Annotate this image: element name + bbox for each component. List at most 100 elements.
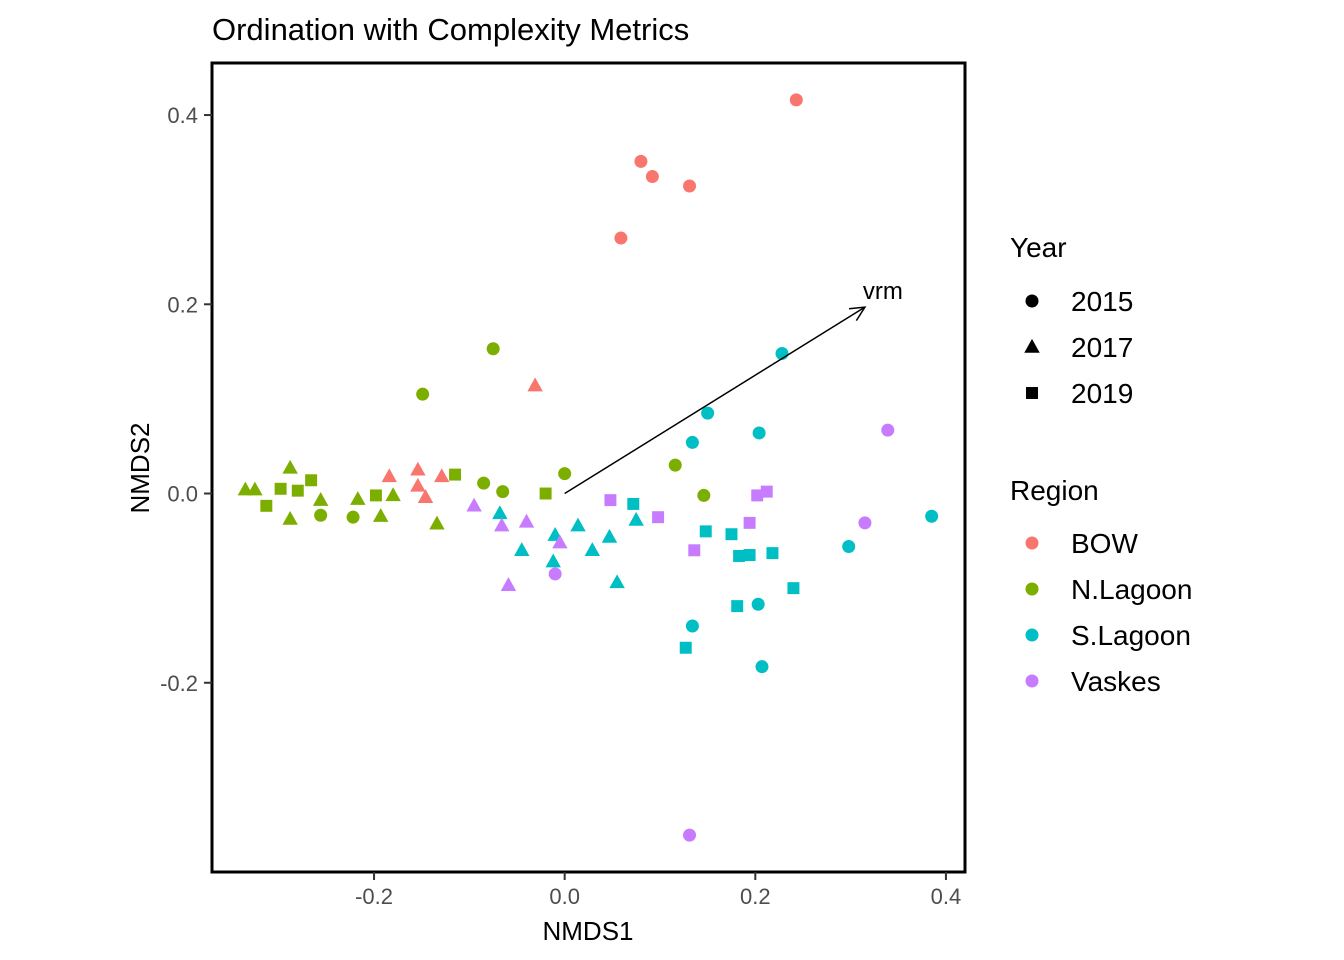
legend-key-vaskes — [1025, 674, 1039, 688]
data-point-vaskes-2019 — [652, 511, 665, 524]
data-point-s-lagoon-2015 — [701, 406, 715, 420]
legend-year-label: 2017 — [1071, 332, 1133, 363]
data-point-n-lagoon-2015 — [697, 488, 711, 502]
plot-border — [210, 61, 967, 874]
data-point-vaskes-2015 — [858, 516, 872, 530]
data-point-bow-2015 — [683, 179, 697, 193]
legend-key-n-lagoon — [1025, 582, 1039, 596]
data-point-n-lagoon-2017 — [282, 510, 298, 525]
data-point-s-lagoon-2019 — [679, 641, 692, 654]
data-point-vaskes-2015 — [683, 828, 697, 842]
data-point-vaskes-2015 — [881, 423, 895, 437]
legend-key-bow — [1025, 536, 1039, 550]
data-point-n-lagoon-2015 — [314, 508, 328, 522]
data-point-s-lagoon-2015 — [752, 426, 766, 440]
data-point-s-lagoon-2017 — [545, 553, 561, 568]
data-point-n-lagoon-2019 — [291, 484, 304, 497]
data-point-s-lagoon-2019 — [743, 549, 756, 562]
data-point-n-lagoon-2015 — [477, 476, 491, 490]
chart-title: Ordination with Complexity Metrics — [212, 12, 689, 47]
data-point-n-lagoon-2015 — [496, 485, 510, 499]
y-axis-title: NMDS2 — [125, 422, 155, 513]
data-point-n-lagoon-2017 — [429, 515, 445, 530]
data-point-s-lagoon-2015 — [685, 619, 699, 633]
y-tick-label: 0.2 — [167, 292, 198, 317]
data-point-n-lagoon-2017 — [282, 459, 298, 474]
legend-region-label: Vaskes — [1071, 666, 1161, 697]
legend-region-title: Region — [1010, 475, 1099, 506]
data-point-bow-2017 — [381, 468, 398, 483]
data-point-vaskes-2017 — [500, 577, 517, 591]
data-point-s-lagoon-2015 — [842, 540, 856, 554]
data-point-s-lagoon-2015 — [925, 509, 939, 523]
legend-key-circle — [1025, 294, 1039, 308]
data-point-n-lagoon-2015 — [668, 458, 682, 472]
data-point-s-lagoon-2017 — [570, 517, 586, 532]
data-point-s-lagoon-2015 — [755, 660, 769, 674]
data-point-vaskes-2017 — [466, 497, 482, 512]
data-point-n-lagoon-2019 — [260, 499, 273, 512]
data-point-n-lagoon-2017 — [247, 481, 263, 496]
data-point-vaskes-2017 — [518, 513, 535, 528]
data-point-s-lagoon-2017 — [584, 542, 601, 556]
data-point-n-lagoon-2019 — [305, 474, 318, 487]
data-point-vaskes-2019 — [604, 494, 617, 507]
vector-arrow-line — [564, 306, 866, 495]
data-point-s-lagoon-2017 — [628, 511, 644, 526]
data-point-s-lagoon-2019 — [731, 600, 744, 613]
data-point-s-lagoon-2019 — [787, 582, 800, 595]
data-point-vaskes-2019 — [751, 489, 764, 502]
data-point-s-lagoon-2017 — [609, 574, 625, 589]
data-point-n-lagoon-2015 — [416, 387, 430, 401]
legend-year-title: Year — [1010, 232, 1067, 263]
legend-year-label: 2019 — [1071, 378, 1133, 409]
x-tick-label: -0.2 — [355, 884, 393, 909]
data-point-n-lagoon-2017 — [372, 508, 389, 522]
data-point-n-lagoon-2019 — [449, 468, 462, 481]
data-point-n-lagoon-2019 — [369, 489, 382, 502]
data-point-s-lagoon-2017 — [514, 542, 530, 556]
data-point-vaskes-2019 — [743, 516, 756, 529]
legend-key-square — [1026, 387, 1038, 399]
data-point-n-lagoon-2019 — [274, 482, 287, 495]
legend-key-triangle — [1024, 338, 1040, 353]
data-point-bow-2015 — [789, 93, 803, 107]
vector-arrow-head — [848, 306, 867, 322]
x-axis-title: NMDS1 — [542, 916, 633, 946]
legend-key-s-lagoon — [1025, 628, 1039, 642]
data-point-n-lagoon-2015 — [558, 467, 572, 481]
legend-region-label: S.Lagoon — [1071, 620, 1191, 651]
data-point-bow-2017 — [433, 468, 450, 483]
y-tick-label: 0.4 — [167, 103, 198, 128]
x-tick-label: 0.0 — [549, 884, 580, 909]
data-point-s-lagoon-2019 — [725, 528, 738, 541]
vector-label: vrm — [863, 278, 903, 305]
data-point-s-lagoon-2019 — [699, 525, 712, 538]
plot-area: -0.2 0.0 0.2 0.4 -0.2 0.0 0.2 0.4 vrm — [160, 61, 967, 909]
data-point-n-lagoon-2015 — [486, 342, 500, 356]
data-point-s-lagoon-2017 — [492, 505, 508, 520]
data-point-bow-2015 — [614, 231, 628, 245]
data-point-bow-2017 — [527, 377, 543, 392]
data-point-n-lagoon-2019 — [539, 487, 552, 500]
data-point-vaskes-2015 — [548, 567, 562, 581]
data-point-s-lagoon-2019 — [733, 549, 746, 562]
data-point-vaskes-2019 — [760, 485, 773, 498]
data-point-s-lagoon-2015 — [751, 597, 765, 611]
y-tick-label: 0.0 — [167, 482, 198, 507]
x-tick-label: 0.4 — [931, 884, 962, 909]
data-point-s-lagoon-2015 — [685, 435, 699, 449]
data-point-n-lagoon-2017 — [385, 487, 401, 502]
data-point-s-lagoon-2017 — [601, 528, 618, 543]
legend-year-label: 2015 — [1071, 286, 1133, 317]
data-point-vaskes-2019 — [688, 544, 701, 557]
data-point-bow-2017 — [417, 489, 434, 503]
data-point-s-lagoon-2019 — [627, 497, 640, 510]
data-point-vaskes-2017 — [552, 534, 568, 549]
data-point-vaskes-2017 — [494, 517, 510, 532]
y-tick-label: -0.2 — [160, 671, 198, 696]
data-point-bow-2015 — [645, 170, 659, 184]
x-tick-label: 0.2 — [740, 884, 771, 909]
